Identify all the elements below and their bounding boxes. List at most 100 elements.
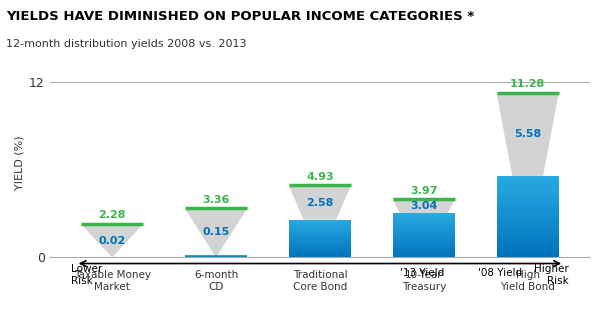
Bar <box>497 251 559 253</box>
Bar <box>393 243 455 244</box>
Bar <box>497 197 559 199</box>
Bar <box>393 248 455 249</box>
Bar <box>393 219 455 220</box>
Bar <box>393 216 455 217</box>
Bar <box>497 215 559 217</box>
Bar <box>393 220 455 221</box>
Bar <box>393 223 455 224</box>
Polygon shape <box>289 185 351 220</box>
Bar <box>289 253 351 254</box>
Y-axis label: YIELD (%): YIELD (%) <box>15 135 25 190</box>
Polygon shape <box>393 199 455 213</box>
Text: 12-month distribution yields 2008 vs. 2013: 12-month distribution yields 2008 vs. 20… <box>6 39 247 49</box>
Bar <box>497 199 559 200</box>
Text: 2.58: 2.58 <box>306 198 333 208</box>
Bar <box>289 236 351 237</box>
Polygon shape <box>185 208 247 255</box>
Bar <box>393 242 455 243</box>
Polygon shape <box>81 224 143 257</box>
Bar <box>289 232 351 233</box>
Bar <box>393 235 455 236</box>
Bar <box>497 182 559 184</box>
Bar <box>393 253 455 254</box>
Bar <box>497 234 559 236</box>
Bar <box>497 176 559 178</box>
Bar <box>289 229 351 230</box>
Bar <box>289 242 351 243</box>
Bar <box>393 224 455 225</box>
Bar <box>497 241 559 243</box>
Bar <box>393 241 455 242</box>
Bar <box>289 251 351 252</box>
Bar <box>289 235 351 236</box>
Bar <box>497 202 559 203</box>
Bar <box>497 249 559 251</box>
Bar <box>393 255 455 256</box>
Bar <box>497 220 559 222</box>
Bar <box>289 234 351 235</box>
Bar <box>393 239 455 240</box>
Bar <box>289 241 351 242</box>
Bar <box>289 240 351 241</box>
Bar <box>497 186 559 187</box>
Bar <box>497 256 559 257</box>
Bar <box>393 254 455 255</box>
Bar <box>393 244 455 245</box>
Text: 3.97: 3.97 <box>410 186 437 196</box>
Bar <box>497 243 559 245</box>
Text: 11.28: 11.28 <box>510 79 545 89</box>
Text: 3.04: 3.04 <box>410 201 437 211</box>
Bar <box>450 271 476 276</box>
Bar <box>393 245 455 246</box>
Bar <box>393 246 455 247</box>
Bar <box>497 218 559 220</box>
Polygon shape <box>497 93 559 176</box>
Bar <box>289 220 351 221</box>
Bar <box>497 245 559 246</box>
Bar <box>289 225 351 226</box>
Text: YIELDS HAVE DIMINISHED ON POPULAR INCOME CATEGORIES *: YIELDS HAVE DIMINISHED ON POPULAR INCOME… <box>6 10 474 23</box>
Bar <box>289 246 351 247</box>
Bar <box>393 251 455 252</box>
Bar <box>497 228 559 230</box>
Bar <box>497 253 559 254</box>
Bar <box>393 229 455 230</box>
Bar <box>497 207 559 208</box>
Bar <box>393 213 455 214</box>
Bar <box>497 231 559 233</box>
Bar <box>289 227 351 228</box>
Bar <box>497 230 559 231</box>
Bar <box>393 247 455 248</box>
Bar <box>393 231 455 232</box>
Bar <box>497 238 559 239</box>
Bar <box>393 222 455 223</box>
Text: Higher
Risk: Higher Risk <box>534 264 569 286</box>
Bar <box>497 222 559 223</box>
Bar <box>289 256 351 257</box>
Bar <box>497 191 559 192</box>
Bar <box>393 214 455 215</box>
Bar <box>289 228 351 229</box>
Bar <box>393 236 455 237</box>
Bar <box>393 233 455 234</box>
Text: 0.02: 0.02 <box>99 235 126 245</box>
Bar <box>393 227 455 228</box>
Bar <box>393 215 455 216</box>
Bar <box>289 252 351 253</box>
Bar <box>289 226 351 227</box>
Bar <box>497 233 559 234</box>
Bar <box>289 231 351 232</box>
Bar <box>497 226 559 228</box>
Bar <box>497 194 559 195</box>
Bar <box>497 200 559 202</box>
Bar <box>497 214 559 215</box>
Bar <box>289 239 351 240</box>
Bar <box>393 240 455 241</box>
Bar <box>497 225 559 226</box>
Bar <box>497 181 559 182</box>
Bar <box>289 223 351 224</box>
Bar <box>497 248 559 249</box>
Bar <box>393 256 455 257</box>
Bar <box>497 178 559 179</box>
Bar <box>497 246 559 248</box>
